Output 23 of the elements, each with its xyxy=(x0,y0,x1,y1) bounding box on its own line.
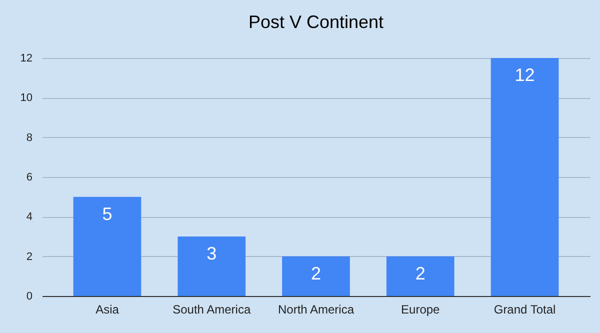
y-tick-label: 6 xyxy=(26,172,32,184)
y-tick-label: 8 xyxy=(26,132,32,144)
y-tick-label: 4 xyxy=(26,211,32,224)
chart-title: Post V Continent xyxy=(248,12,384,32)
data-label: 3 xyxy=(206,244,217,264)
data-label: 5 xyxy=(102,204,112,224)
bar xyxy=(73,196,142,296)
x-tick-label: Asia xyxy=(96,302,120,316)
y-tick-label: 12 xyxy=(20,52,32,64)
bar xyxy=(386,256,454,296)
y-tick-label: 2 xyxy=(26,250,32,263)
data-label: 2 xyxy=(310,263,322,284)
x-tick-label: Grand Total xyxy=(494,302,556,316)
bar xyxy=(178,236,246,296)
data-label: 2 xyxy=(415,263,426,284)
x-tick-label: North America xyxy=(278,302,354,316)
y-tick-label: 0 xyxy=(26,290,32,302)
y-tick-label: 10 xyxy=(20,92,32,104)
bar xyxy=(490,58,559,296)
x-tick-label: Europe xyxy=(401,302,440,316)
x-tick-label: South America xyxy=(172,302,251,316)
bar xyxy=(282,256,350,296)
data-label: 12 xyxy=(514,65,535,85)
